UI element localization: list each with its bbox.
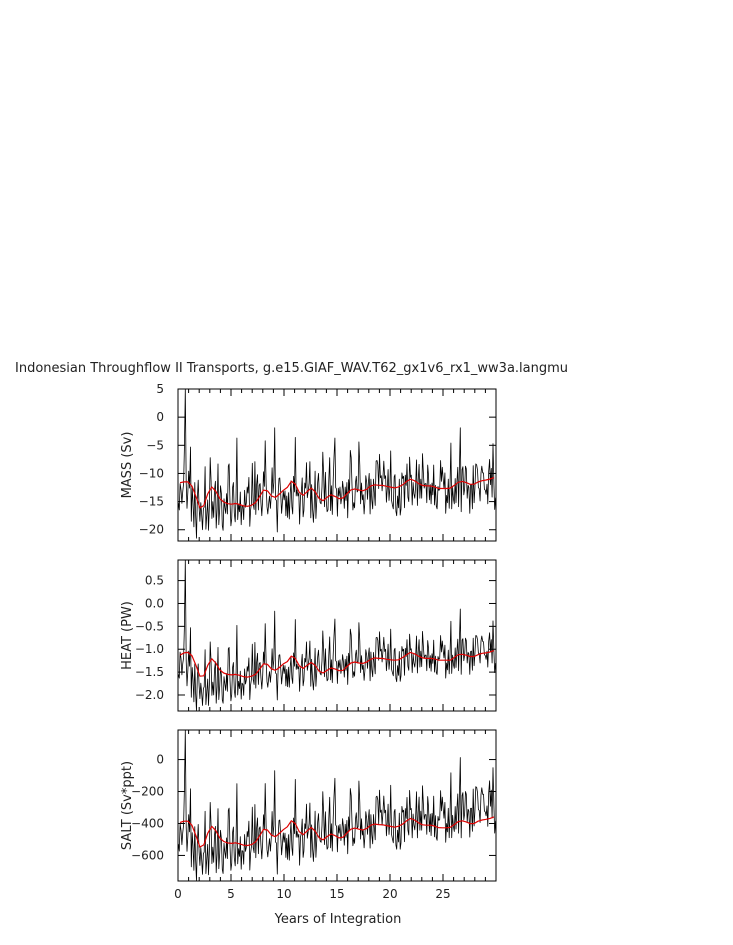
- plot-frame: [177, 388, 497, 542]
- y-tick-label: 0.0: [145, 596, 164, 610]
- monthly-series-line: [178, 730, 496, 881]
- x-tick-label: 20: [382, 887, 397, 901]
- figure-title: Indonesian Throughflow II Transports, g.…: [15, 361, 568, 376]
- y-tick-label: 0: [156, 410, 164, 424]
- y-tick-label: −200: [131, 785, 164, 799]
- smoothed-series-line: [179, 650, 495, 678]
- x-tick-label: 10: [276, 887, 291, 901]
- y-tick-label: −20: [139, 523, 164, 537]
- y-tick-label: −0.5: [135, 619, 164, 633]
- monthly-series-line: [178, 560, 496, 711]
- y-tick-label: −600: [131, 848, 164, 862]
- x-tick-label: 25: [435, 887, 450, 901]
- monthly-series-line: [178, 389, 496, 539]
- x-tick-label: 15: [329, 887, 344, 901]
- y-tick-label: 5: [156, 382, 164, 396]
- y-axis-label-mass: MASS (Sv): [120, 432, 135, 499]
- y-axis-label-heat: HEAT (PW): [120, 601, 135, 670]
- x-tick-label: 5: [227, 887, 235, 901]
- panel-mass: 5 0 −5 −10 −15 −20 MASS (Sv): [120, 382, 497, 542]
- plot-area-mass: [178, 389, 496, 539]
- smoothed-series-line: [179, 477, 495, 509]
- y-tick-label: 0.5: [145, 574, 164, 588]
- panel-heat: 0.5 0.0 −0.5 −1.0 −1.5 −2.0 HEAT (PW): [120, 559, 497, 712]
- y-tick-label: 0: [156, 753, 164, 767]
- x-axis-label: Years of Integration: [274, 912, 402, 927]
- plot-area-heat: [178, 560, 496, 711]
- y-axis-label-salt: SALT (Sv*ppt): [120, 761, 135, 850]
- smoothed-series-line: [179, 816, 495, 848]
- y-tick-label: −1.0: [135, 642, 164, 656]
- y-tick-label: −5: [146, 438, 164, 452]
- y-tick-label: −1.5: [135, 665, 164, 679]
- y-tick-label: −400: [131, 816, 164, 830]
- y-tick-label: −2.0: [135, 688, 164, 702]
- plot-area-salt: [178, 730, 496, 881]
- y-tick-label: −10: [139, 466, 164, 480]
- x-tick-label: 0: [174, 887, 182, 901]
- y-tick-label: −15: [139, 495, 164, 509]
